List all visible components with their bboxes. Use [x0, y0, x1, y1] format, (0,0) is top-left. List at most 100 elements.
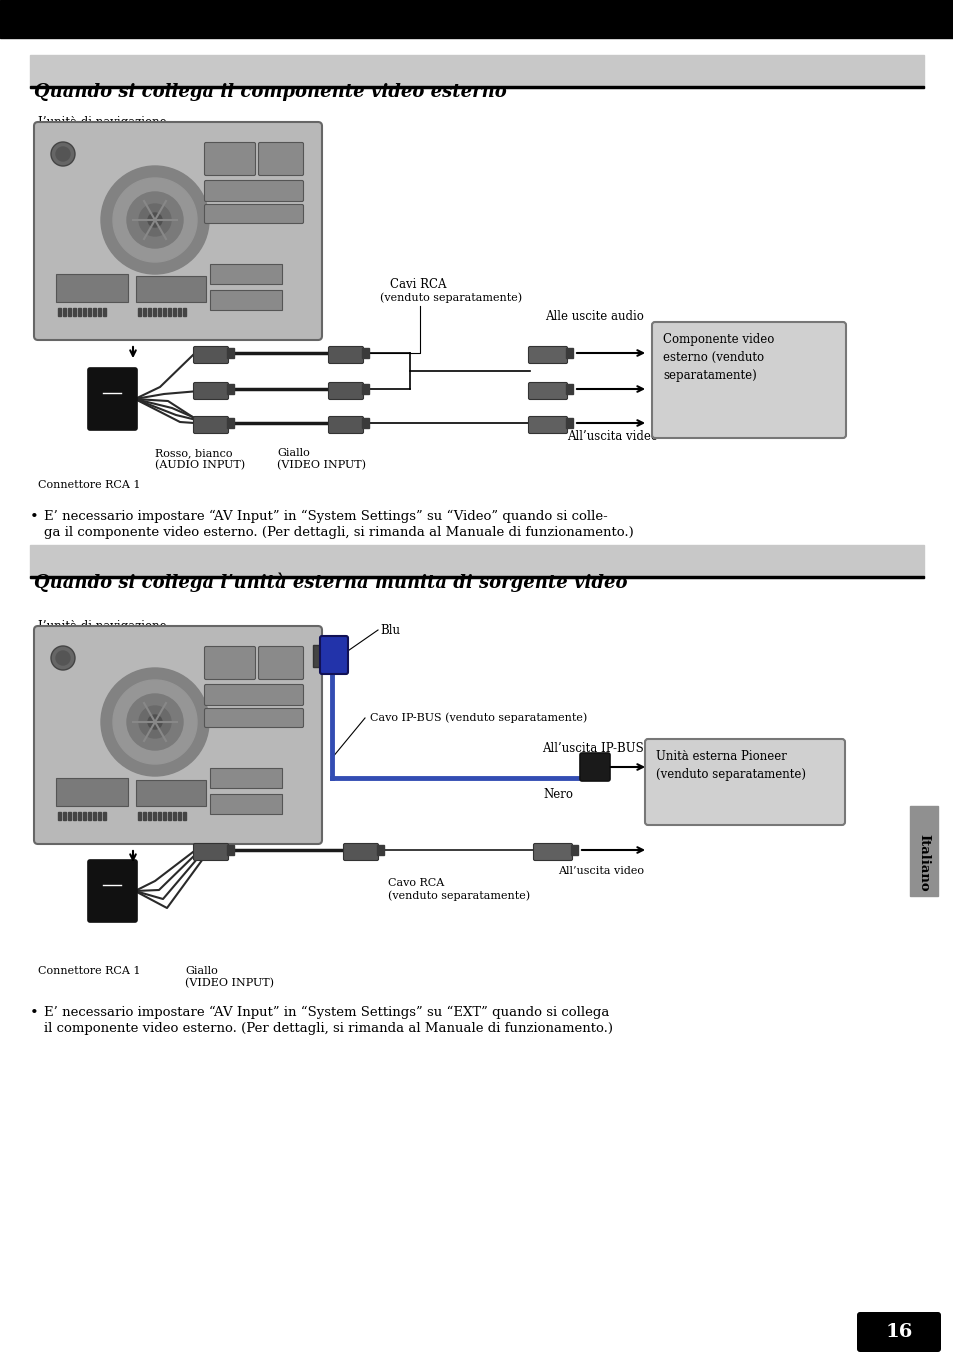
Text: Connettore RCA 1: Connettore RCA 1: [38, 480, 140, 491]
FancyBboxPatch shape: [328, 382, 363, 400]
Bar: [158, 308, 161, 316]
Text: All’uscita video: All’uscita video: [566, 430, 658, 443]
Text: (AUDIO INPUT): (AUDIO INPUT): [154, 459, 245, 470]
Text: Rosso, bianco: Rosso, bianco: [154, 449, 233, 458]
Bar: [210, 794, 282, 814]
Bar: [178, 308, 181, 316]
Bar: [313, 645, 323, 667]
Bar: [152, 812, 156, 820]
Bar: [565, 383, 573, 394]
FancyBboxPatch shape: [88, 860, 137, 921]
Bar: [138, 812, 141, 820]
FancyBboxPatch shape: [204, 646, 255, 679]
FancyBboxPatch shape: [328, 416, 363, 434]
Text: All’uscita video: All’uscita video: [558, 866, 643, 875]
Circle shape: [51, 646, 75, 669]
Circle shape: [148, 715, 162, 729]
Text: Quando si collega il componente video esterno: Quando si collega il componente video es…: [34, 83, 506, 102]
FancyBboxPatch shape: [319, 635, 348, 673]
Bar: [68, 308, 71, 316]
FancyBboxPatch shape: [343, 844, 378, 860]
Bar: [361, 417, 369, 428]
Bar: [0, 0, 953, 38]
Bar: [98, 308, 101, 316]
Text: (VIDEO INPUT): (VIDEO INPUT): [185, 978, 274, 988]
Bar: [30, 56, 923, 88]
Bar: [88, 812, 91, 820]
Bar: [92, 812, 96, 820]
FancyBboxPatch shape: [258, 646, 303, 679]
FancyBboxPatch shape: [328, 347, 363, 363]
Circle shape: [127, 694, 183, 751]
Bar: [148, 308, 151, 316]
Bar: [83, 308, 86, 316]
Bar: [136, 780, 206, 806]
FancyBboxPatch shape: [204, 205, 303, 224]
Bar: [158, 812, 161, 820]
Text: •: •: [30, 509, 39, 524]
Circle shape: [148, 213, 162, 228]
Circle shape: [56, 146, 70, 161]
FancyBboxPatch shape: [651, 322, 845, 438]
FancyBboxPatch shape: [579, 753, 609, 780]
Bar: [183, 812, 186, 820]
Bar: [103, 812, 106, 820]
FancyBboxPatch shape: [34, 122, 322, 340]
Text: Cavi RCA: Cavi RCA: [390, 278, 446, 291]
FancyBboxPatch shape: [644, 738, 844, 825]
Bar: [909, 806, 937, 896]
Circle shape: [139, 706, 171, 738]
Bar: [163, 812, 166, 820]
Bar: [30, 576, 923, 579]
Bar: [143, 308, 146, 316]
Text: (venduto separatamente): (venduto separatamente): [379, 291, 521, 302]
Text: 16: 16: [884, 1322, 912, 1341]
Text: Alle uscite audio: Alle uscite audio: [544, 310, 643, 322]
Circle shape: [112, 680, 196, 764]
Text: Cavo RCA: Cavo RCA: [388, 878, 444, 888]
Bar: [143, 812, 146, 820]
Circle shape: [56, 650, 70, 665]
Text: L’unità di navigazione: L’unità di navigazione: [38, 621, 167, 633]
Text: (venduto separatamente): (venduto separatamente): [388, 890, 530, 901]
Circle shape: [101, 668, 209, 776]
Text: All’uscita IP-BUS: All’uscita IP-BUS: [541, 743, 643, 755]
Bar: [30, 545, 923, 579]
Text: il componente video esterno. (Per dettagli, si rimanda al Manuale di funzionamen: il componente video esterno. (Per dettag…: [44, 1022, 613, 1035]
Circle shape: [112, 178, 196, 262]
FancyBboxPatch shape: [258, 142, 303, 176]
Bar: [63, 812, 66, 820]
Bar: [88, 308, 91, 316]
Bar: [183, 308, 186, 316]
Text: (VIDEO INPUT): (VIDEO INPUT): [276, 459, 366, 470]
Bar: [98, 812, 101, 820]
Bar: [56, 778, 128, 806]
Bar: [178, 812, 181, 820]
Bar: [136, 276, 206, 302]
Bar: [92, 308, 96, 316]
Bar: [68, 812, 71, 820]
Bar: [58, 308, 61, 316]
FancyBboxPatch shape: [533, 844, 572, 860]
FancyBboxPatch shape: [528, 382, 567, 400]
FancyBboxPatch shape: [193, 347, 229, 363]
Bar: [210, 768, 282, 789]
Bar: [163, 308, 166, 316]
FancyBboxPatch shape: [193, 382, 229, 400]
FancyBboxPatch shape: [204, 142, 255, 176]
FancyBboxPatch shape: [856, 1312, 940, 1352]
Bar: [571, 846, 578, 855]
Bar: [227, 846, 233, 855]
FancyBboxPatch shape: [193, 844, 229, 860]
Bar: [210, 264, 282, 285]
Text: Giallo: Giallo: [185, 966, 217, 976]
Bar: [138, 308, 141, 316]
FancyBboxPatch shape: [204, 180, 303, 202]
Bar: [227, 417, 233, 428]
Text: •: •: [30, 1005, 39, 1020]
Bar: [30, 85, 923, 88]
Bar: [168, 308, 171, 316]
Bar: [565, 417, 573, 428]
Circle shape: [139, 205, 171, 236]
Bar: [148, 812, 151, 820]
